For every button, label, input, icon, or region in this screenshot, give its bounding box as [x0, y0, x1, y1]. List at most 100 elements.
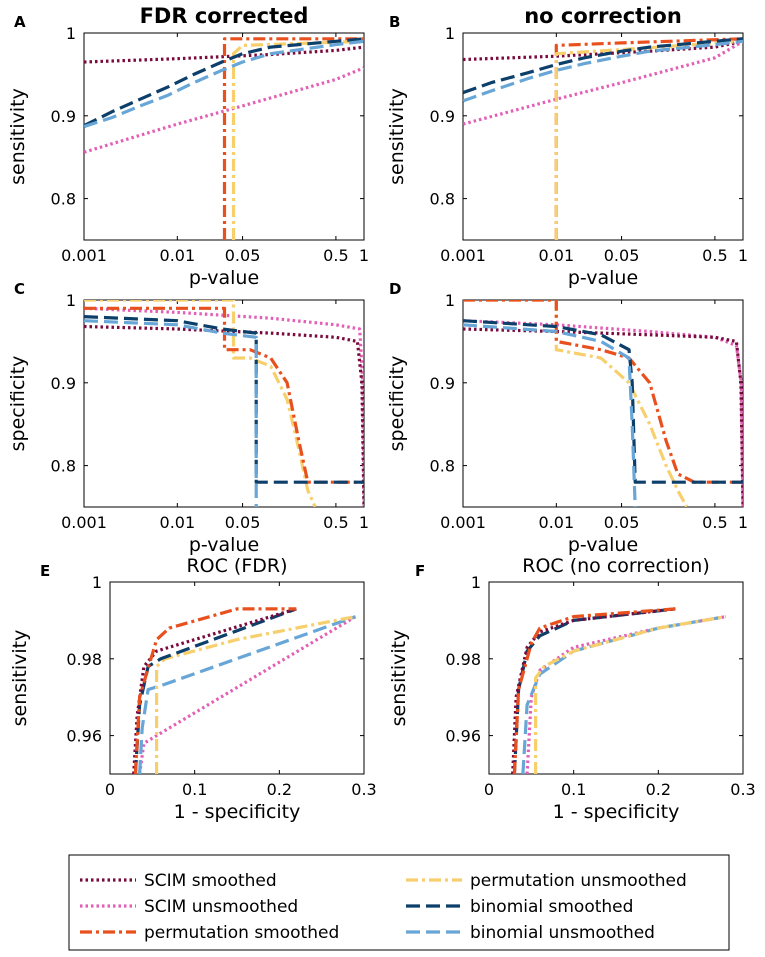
series-line-binom_u	[84, 319, 258, 507]
y-tick-label: 1	[445, 24, 455, 43]
y-tick-label: 1	[445, 291, 455, 310]
series-line-perm_s	[222, 37, 364, 240]
series-line-scim_u	[138, 615, 357, 774]
x-tick-label: 0.001	[61, 246, 107, 265]
panel-letter: B	[389, 13, 400, 31]
series-line-binom_u	[138, 615, 357, 774]
series-group	[84, 300, 364, 507]
series-line-perm_s	[133, 607, 297, 774]
y-axis-label: specificity	[7, 356, 29, 452]
series-line-perm_u	[155, 615, 356, 774]
series-line-scim_s	[463, 327, 743, 507]
x-tick-label: 0.05	[604, 246, 640, 265]
x-tick-label: 0.001	[440, 246, 486, 265]
x-axis-label: p-value	[189, 267, 259, 289]
x-tick-label: 0.5	[702, 246, 727, 265]
y-axis-label: specificity	[386, 356, 408, 452]
panel-letter: F	[415, 562, 425, 580]
plot-frame	[462, 299, 744, 508]
series-line-perm_u	[554, 39, 743, 240]
x-tick-label: 0.05	[225, 513, 261, 532]
series-group	[463, 37, 743, 240]
legend-box	[68, 854, 730, 951]
series-line-binom_u	[463, 323, 637, 507]
y-tick-label: 0.98	[445, 650, 481, 669]
panel-title: no correction	[524, 4, 682, 28]
panel-d: D 0.001 0.01 0.05 0.5 1 0.8 0.9 1 p-value specific…	[386, 280, 748, 556]
y-tick-label: 0.96	[66, 727, 102, 746]
series-line-binom_s	[84, 315, 364, 484]
series-line-binom_s	[463, 37, 743, 95]
x-tick-label: 1	[359, 513, 369, 532]
series-group	[84, 37, 364, 240]
y-tick-label: 1	[66, 291, 76, 310]
x-tick-label: 0.01	[160, 246, 196, 265]
y-axis-label: sensitivity	[386, 88, 408, 185]
panel-f: F ROC (no correction) 0 0.1 0.2 0.3 0.96 0.98 1 1…	[388, 555, 756, 823]
series-line-scim_s	[511, 607, 676, 774]
series-line-binom_s	[84, 37, 364, 128]
plot-frame	[488, 581, 744, 775]
y-tick-label: 0.9	[430, 107, 455, 126]
y-tick-label: 1	[92, 573, 102, 592]
panel-letter: D	[389, 280, 401, 298]
plot-frame	[462, 32, 744, 241]
series-line-binom_s	[133, 607, 297, 774]
series-line-scim_s	[84, 45, 364, 64]
x-tick-label: 0.1	[182, 780, 207, 799]
series-group	[463, 300, 743, 507]
x-axis-label: 1 - specificity	[553, 801, 680, 823]
legend-label: SCIM unsmoothed	[144, 897, 298, 917]
x-axis-label: 1 - specificity	[174, 801, 301, 823]
series-line-binom_u	[463, 39, 743, 103]
x-tick-label: 1	[738, 246, 748, 265]
series-line-scim_u	[525, 615, 727, 774]
x-tick-label: 0.2	[646, 780, 671, 799]
panel-title: ROC (no correction)	[522, 555, 709, 577]
y-axis-label: sensitivity	[7, 88, 29, 185]
series-line-perm_s	[512, 607, 676, 774]
panel-title: FDR corrected	[140, 4, 309, 28]
series-line-scim_u	[84, 66, 364, 154]
legend-label: binomial unsmoothed	[470, 923, 655, 943]
x-tick-label: 0.5	[702, 513, 727, 532]
panel-e: E ROC (FDR) 0 0.1 0.2 0.3 0.96 0.98 1 1 - specifi…	[9, 555, 377, 823]
series-line-binom_u	[521, 615, 727, 774]
legend-label: binomial smoothed	[470, 897, 633, 917]
x-tick-label: 0	[105, 780, 115, 799]
x-tick-label: 0.5	[323, 513, 348, 532]
panel-letter: A	[14, 13, 26, 31]
y-tick-label: 0.9	[51, 374, 76, 393]
legend: SCIM smoothed SCIM unsmoothed permutation …	[68, 854, 730, 951]
legend-label: permutation unsmoothed	[470, 871, 687, 891]
legend-label: permutation smoothed	[144, 923, 339, 943]
x-tick-label: 0.3	[351, 780, 376, 799]
y-tick-label: 0.9	[430, 374, 455, 393]
panel-title: ROC (FDR)	[186, 555, 287, 577]
series-line-scim_u	[463, 319, 743, 507]
panel-a: A FDR corrected 0.001 0.01 0.05 0.5 1 0.8 0.9 1 p-…	[7, 4, 369, 289]
series-line-scim_s	[463, 39, 743, 62]
series-line-perm_u	[533, 615, 727, 774]
y-tick-label: 1	[471, 573, 481, 592]
x-tick-label: 0.001	[440, 513, 486, 532]
x-tick-label: 0	[484, 780, 494, 799]
x-tick-label: 0.2	[267, 780, 292, 799]
series-line-scim_s	[84, 324, 364, 507]
y-tick-label: 0.98	[66, 650, 102, 669]
series-line-perm_s	[463, 300, 743, 484]
y-axis-label: sensitivity	[388, 630, 410, 727]
series-line-perm_u	[231, 39, 364, 240]
series-line-perm_u	[84, 300, 317, 507]
legend-label: SCIM smoothed	[144, 871, 277, 891]
x-axis-label: p-value	[568, 534, 638, 556]
x-tick-label: 0.01	[539, 513, 575, 532]
x-tick-label: 1	[359, 246, 369, 265]
x-axis-label: p-value	[189, 534, 259, 556]
y-tick-label: 0.8	[51, 190, 76, 209]
x-tick-label: 0.05	[225, 246, 261, 265]
x-axis-label: p-value	[568, 267, 638, 289]
x-tick-label: 0.3	[730, 780, 755, 799]
x-tick-label: 1	[738, 513, 748, 532]
